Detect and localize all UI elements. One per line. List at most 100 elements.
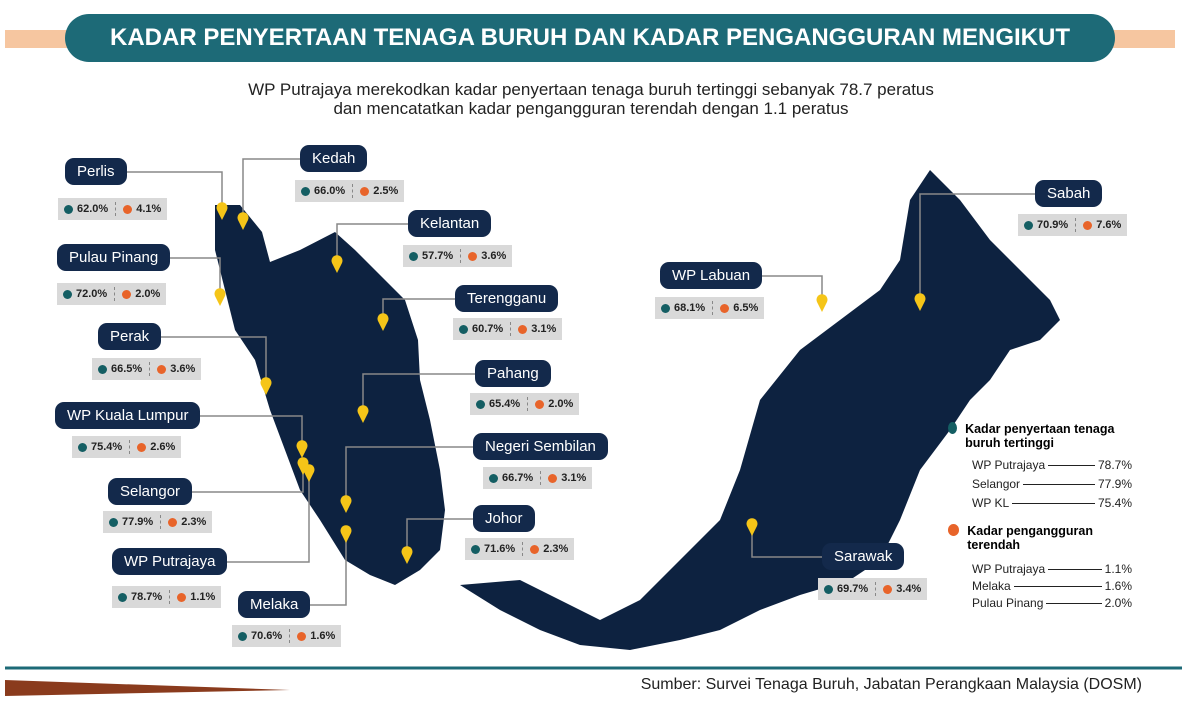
separator xyxy=(115,202,117,216)
unemployment-value: 2.0% xyxy=(548,398,574,410)
participation-value: 75.4% xyxy=(91,441,123,453)
state-stats: 69.7% 3.4% xyxy=(818,578,928,600)
legend-item: Melaka 1.6% xyxy=(972,579,1132,593)
state-stats: 77.9% 2.3% xyxy=(103,511,213,533)
borneo xyxy=(460,170,1060,650)
unemployment-dot xyxy=(530,544,540,554)
subtitle-line: WP Putrajaya merekodkan kadar penyertaan… xyxy=(248,80,934,99)
participation-dot xyxy=(63,289,72,299)
unemployment-dot xyxy=(177,592,187,602)
participation-value: 62.0% xyxy=(77,203,109,215)
unemployment-value: 6.5% xyxy=(733,302,759,314)
unemployment-value: 1.6% xyxy=(310,630,336,642)
state-label: Kedah xyxy=(300,145,368,172)
participation-value: 66.0% xyxy=(314,185,346,197)
legend-name: WP Putrajaya xyxy=(972,458,1046,472)
unemployment-dot xyxy=(157,364,167,374)
state-label: Melaka xyxy=(238,591,311,618)
unemployment-value: 2.3% xyxy=(543,543,569,555)
pin xyxy=(216,202,228,220)
legend-name: Melaka xyxy=(972,579,1011,593)
separator xyxy=(1075,218,1077,232)
legend-name: WP KL xyxy=(972,496,1010,510)
state-label: Pahang xyxy=(475,360,551,387)
footer-wedge xyxy=(5,680,290,696)
legend-line xyxy=(1012,502,1095,504)
participation-dot xyxy=(476,399,485,409)
participation-dot xyxy=(661,303,670,313)
participation-value: 70.6% xyxy=(251,630,283,642)
separator xyxy=(289,629,291,643)
pin xyxy=(214,288,226,306)
legend-value: 75.4% xyxy=(1097,496,1132,510)
legend-dot xyxy=(948,422,958,434)
subtitle-line: dan mencatatkan kadar pengangguran teren… xyxy=(333,99,849,118)
unemployment-value: 4.1% xyxy=(136,203,162,215)
legend-value: 1.6% xyxy=(1104,579,1132,593)
leader-line xyxy=(310,535,347,606)
state-label: Negeri Sembilan xyxy=(473,433,608,460)
unemployment-value: 3.1% xyxy=(531,323,557,335)
pin xyxy=(401,546,413,564)
unemployment-value: 3.6% xyxy=(170,363,196,375)
separator xyxy=(522,542,524,556)
legend-item: WP Putrajaya 78.7% xyxy=(972,458,1132,472)
leader-line xyxy=(127,171,223,212)
unemployment-dot xyxy=(518,324,528,334)
state-stats: 71.6% 2.3% xyxy=(465,538,575,560)
state-stats: 72.0% 2.0% xyxy=(57,283,167,305)
unemployment-dot xyxy=(468,251,478,261)
title: KADAR PENYERTAAN TENAGA BURUH DAN KADAR … xyxy=(110,24,1070,99)
state-label: Sabah xyxy=(1035,180,1103,207)
state-label: Sarawak xyxy=(822,543,905,570)
leader-line xyxy=(200,415,303,450)
state-label: WP Labuan xyxy=(660,262,763,289)
participation-dot xyxy=(459,324,468,334)
subtitle: WP Putrajaya merekodkan kadar penyertaan… xyxy=(0,80,1182,118)
peninsula xyxy=(215,205,445,585)
separator xyxy=(114,287,116,301)
title-banner xyxy=(65,14,1115,62)
leader-line xyxy=(242,158,300,222)
unemployment-dot xyxy=(168,517,178,527)
separator xyxy=(169,590,171,604)
pin xyxy=(237,212,249,230)
participation-dot xyxy=(824,584,833,594)
unemployment-value: 3.4% xyxy=(896,583,922,595)
legend-name: Pulau Pinang xyxy=(972,596,1044,610)
unemployment-dot xyxy=(123,204,133,214)
state-label: WP Putrajaya xyxy=(112,548,228,575)
participation-value: 66.7% xyxy=(502,472,534,484)
legend: Kadar penyertaan tenaga buruh tertinggi … xyxy=(948,422,1148,610)
legend-value: 1.1% xyxy=(1104,562,1132,576)
banner-band xyxy=(1105,30,1175,48)
pin xyxy=(816,294,828,312)
state-label: Terengganu xyxy=(455,285,559,312)
pin xyxy=(297,457,309,475)
state-stats: 65.4% 2.0% xyxy=(470,393,580,415)
state-label: WP Kuala Lumpur xyxy=(55,402,201,429)
legend-title: Kadar pengangguran terendah xyxy=(967,524,1093,552)
separator xyxy=(129,440,131,454)
pin xyxy=(914,293,926,311)
participation-value: 60.7% xyxy=(472,323,504,335)
unemployment-value: 2.3% xyxy=(181,516,207,528)
separator xyxy=(540,471,542,485)
state-stats: 75.4% 2.6% xyxy=(72,436,182,458)
leader-line xyxy=(161,336,267,387)
participation-value: 77.9% xyxy=(122,516,154,528)
unemployment-value: 2.0% xyxy=(135,288,161,300)
participation-value: 65.4% xyxy=(489,398,521,410)
participation-dot xyxy=(98,364,107,374)
separator xyxy=(875,582,877,596)
state-stats: 57.7% 3.6% xyxy=(403,245,513,267)
legend-value: 78.7% xyxy=(1097,458,1132,472)
unemployment-dot xyxy=(360,186,370,196)
pin xyxy=(340,525,352,543)
unemployment-dot xyxy=(535,399,545,409)
state-label: Johor xyxy=(473,505,535,532)
legend-line xyxy=(1013,585,1102,587)
state-stats: 78.7% 1.1% xyxy=(112,586,222,608)
